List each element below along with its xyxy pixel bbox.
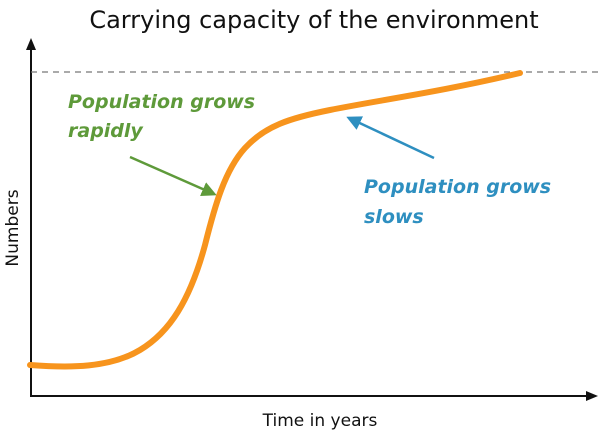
arrow-right-icon xyxy=(586,391,598,401)
arrow-up-icon xyxy=(26,38,36,50)
annotation-slow-line2: slows xyxy=(364,206,424,228)
annotation-rapid-line1: Population grows xyxy=(68,91,255,113)
population-curve xyxy=(27,70,523,370)
annotation-slow-arrow xyxy=(346,116,435,160)
annotation-rapid-line2: rapidly xyxy=(68,120,144,142)
y-axis-label: Numbers xyxy=(3,189,23,266)
annotation-slow-line1: Population grows xyxy=(364,176,551,198)
annotation-rapid-arrow xyxy=(129,155,217,197)
diagram-title: Carrying capacity of the environment xyxy=(89,6,538,34)
x-axis-label: Time in years xyxy=(262,411,378,431)
